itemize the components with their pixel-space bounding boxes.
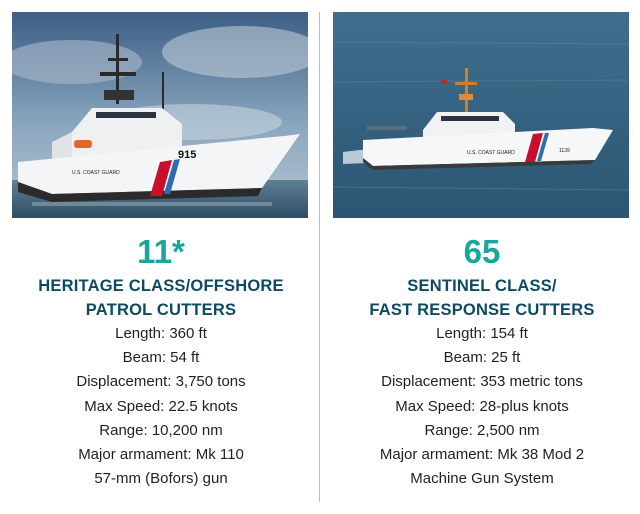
spec-displacement: Displacement: 3,750 tons — [76, 373, 246, 391]
fast-response-cutter-photo: U.S. COAST GUARD 1139 — [333, 12, 629, 218]
spec-beam: Beam: 25 ft — [443, 349, 521, 367]
spec-list: Length: 154 ft Beam: 25 ft Displacement:… — [327, 322, 637, 491]
class-title-line2: FAST RESPONSE CUTTERS — [369, 301, 595, 319]
spec-range: Range: 2,500 nm — [424, 421, 540, 439]
offshore-patrol-cutter-photo: 915 U.S. COAST GUARD — [12, 12, 308, 218]
hull-number: 915 — [178, 149, 196, 161]
cutter-count: 65 — [463, 233, 501, 270]
spec-range: Range: 10,200 nm — [99, 421, 223, 439]
spec-beam: Beam: 54 ft — [122, 349, 200, 367]
spec-length: Length: 154 ft — [436, 325, 528, 342]
hull-lettering: U.S. COAST GUARD — [72, 170, 120, 176]
heritage-class-column: 915 U.S. COAST GUARD 11* HERITAGE CLASS/… — [6, 0, 316, 514]
hull-number: 1139 — [559, 148, 570, 154]
spec-length: Length: 360 ft — [115, 325, 207, 342]
class-title-line1: HERITAGE CLASS/OFFSHORE — [38, 277, 284, 295]
spec-armament: Major armament: Mk 38 Mod 2 — [379, 446, 585, 464]
column-divider — [319, 12, 320, 502]
cutter-count: 11* — [137, 233, 185, 270]
spec-displacement: Displacement: 353 metric tons — [381, 373, 583, 391]
spec-armament-cont: Machine Gun System — [410, 470, 554, 488]
spec-armament-cont: 57-mm (Bofors) gun — [94, 470, 228, 488]
class-title: HERITAGE CLASS/OFFSHORE PATROL CUTTERS — [6, 274, 316, 322]
spec-max-speed: Max Speed: 22.5 knots — [84, 397, 238, 415]
class-title-line2: PATROL CUTTERS — [85, 301, 237, 319]
spec-armament: Major armament: Mk 110 — [78, 446, 244, 464]
class-title-line1: SENTINEL CLASS/ — [407, 277, 557, 295]
spec-list: Length: 360 ft Beam: 54 ft Displacement:… — [6, 322, 316, 491]
hull-lettering: U.S. COAST GUARD — [467, 150, 515, 156]
class-title: SENTINEL CLASS/ FAST RESPONSE CUTTERS — [327, 274, 637, 322]
spec-max-speed: Max Speed: 28-plus knots — [395, 397, 569, 415]
sentinel-class-column: U.S. COAST GUARD 1139 65 SENTINEL CLASS/… — [327, 0, 637, 514]
